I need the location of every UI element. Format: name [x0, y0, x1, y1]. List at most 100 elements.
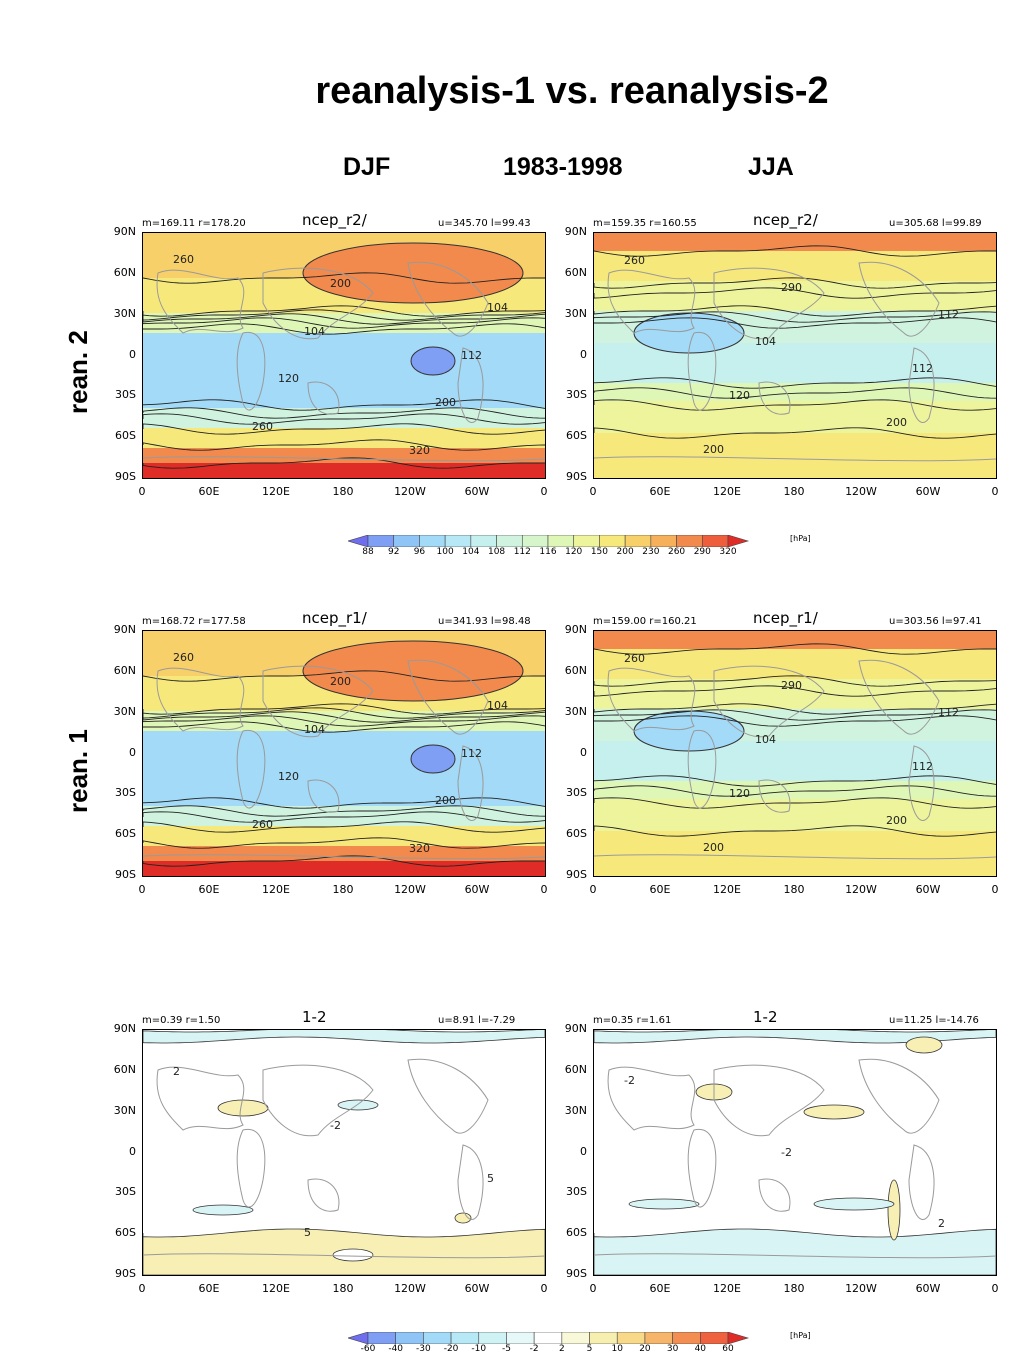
- panel-title: 1-2: [302, 1008, 327, 1026]
- colorbar-tick-label: 200: [616, 547, 634, 557]
- lat-tick-label: 30S: [566, 1185, 587, 1199]
- map-plot: 260 290 112 104 112 120 200 200: [593, 232, 997, 479]
- lat-tick-label: 30N: [564, 306, 587, 320]
- lat-tick-label: 90N: [113, 1022, 136, 1035]
- lon-tick-label: 120W: [394, 485, 426, 498]
- lat-tick-label: 0: [580, 347, 587, 361]
- contour-label: 200: [435, 794, 456, 807]
- colorbar-tick-label: 100: [436, 547, 454, 557]
- lon-tick-label: 180: [783, 883, 805, 896]
- lat-tick-label: 60N: [564, 265, 587, 279]
- lon-tick-label: 60W: [915, 1282, 941, 1295]
- lon-tick-label: 60E: [649, 883, 671, 896]
- contour-label: 112: [912, 760, 933, 773]
- stats-right: u=8.91 l=-7.29: [438, 1015, 516, 1026]
- map-plot: 260 200 104 104 112 120 200 260 320: [142, 630, 546, 877]
- stats-left: m=159.00 r=160.21: [593, 616, 697, 627]
- lon-tick-label: 0: [991, 1282, 999, 1295]
- contour-label: 112: [912, 362, 933, 375]
- header-period: 1983-1998: [503, 153, 623, 181]
- lon-tick-label: 60W: [464, 485, 490, 498]
- lon-tick-label: 0: [540, 1282, 548, 1295]
- lat-tick-label: 60N: [113, 663, 136, 677]
- lon-tick-label: 0: [991, 485, 999, 498]
- lon-tick-label: 120E: [262, 485, 290, 498]
- lat-tick-label: 30N: [564, 704, 587, 718]
- lon-tick-label: 120W: [845, 883, 877, 896]
- lat-tick-label: 0: [580, 745, 587, 759]
- coastline: [143, 261, 545, 462]
- panel-title: 1-2: [753, 1008, 778, 1026]
- colorbar-tick-label: -10: [471, 1344, 487, 1354]
- lon-tick-label: 0: [138, 883, 146, 896]
- panel-title: ncep_r1/: [753, 609, 818, 627]
- contour-label: 104: [487, 301, 508, 314]
- contour-label: 200: [330, 277, 351, 290]
- stats-left: m=169.11 r=178.20: [142, 218, 246, 229]
- contour-label: 112: [938, 308, 959, 321]
- lat-tick-label: 30N: [564, 1103, 587, 1117]
- lat-tick-label: 30S: [115, 388, 136, 402]
- lat-tick-label: 60S: [566, 827, 587, 841]
- coastline: [594, 261, 996, 462]
- lon-tick-label: 60W: [464, 1282, 490, 1295]
- stats-right: u=345.70 l=99.43: [438, 218, 531, 229]
- lon-tick-label: 120W: [394, 1282, 426, 1295]
- contour-label: 320: [409, 444, 430, 457]
- lat-tick-label: 60N: [113, 265, 136, 279]
- lat-tick-label: 0: [129, 1144, 136, 1158]
- lat-tick-label: 60N: [564, 663, 587, 677]
- contour-label: 260: [173, 651, 194, 664]
- colorbar-tick-label: 2: [558, 1344, 565, 1354]
- colorbar-unit: [hPa]: [790, 1331, 811, 1340]
- colorbar-tick-label: 60: [722, 1344, 734, 1354]
- stats-left: m=159.35 r=160.55: [593, 218, 697, 229]
- header-djf: DJF: [343, 153, 391, 181]
- contour-label: 200: [435, 396, 456, 409]
- contour-label: 260: [173, 253, 194, 266]
- coastline: [143, 659, 545, 860]
- colorbar-tick-label: 112: [513, 547, 531, 557]
- contour-label: 2: [173, 1065, 180, 1078]
- contour-label: 5: [487, 1172, 494, 1185]
- colorbar-tick-label: 40: [694, 1344, 707, 1354]
- map-plot: 260 290 112 104 112 120 200 200: [593, 630, 997, 877]
- lat-tick-label: 90S: [566, 470, 587, 483]
- contour-label: 200: [703, 841, 724, 854]
- lon-tick-label: 60W: [915, 485, 941, 498]
- lat-tick-label: 60S: [566, 1226, 587, 1240]
- colorbar-tick-label: 92: [387, 547, 400, 557]
- contour-label: 290: [781, 281, 802, 294]
- lat-tick-label: 90N: [564, 1022, 587, 1035]
- contour-label: 320: [409, 842, 430, 855]
- stats-right: u=11.25 l=-14.76: [889, 1015, 979, 1026]
- lat-tick-label: 90S: [115, 470, 136, 483]
- lon-tick-label: 0: [991, 883, 999, 896]
- lat-tick-label: 90S: [566, 1267, 587, 1280]
- contour-label: 260: [624, 254, 645, 267]
- coastline: [594, 1058, 996, 1259]
- panel-title: ncep_r2/: [302, 211, 367, 229]
- lon-tick-label: 120E: [713, 1282, 741, 1295]
- lon-tick-label: 0: [138, 485, 146, 498]
- map-plot: 2 -2 5 5: [142, 1029, 546, 1276]
- lon-tick-label: 0: [589, 1282, 597, 1295]
- colorbar-tick-label: 108: [487, 547, 506, 557]
- panel-title: ncep_r2/: [753, 211, 818, 229]
- lat-tick-label: 60S: [566, 429, 587, 443]
- contour-label: 104: [304, 325, 325, 338]
- colorbar-tick-label: 120: [565, 547, 583, 557]
- stats-right: u=303.56 l=97.41: [889, 616, 982, 627]
- colorbar-tick-label: 116: [539, 547, 557, 557]
- lon-tick-label: 180: [332, 883, 354, 896]
- colorbar-tick-label: -5: [501, 1344, 511, 1354]
- panel-title: ncep_r1/: [302, 609, 367, 627]
- lat-tick-label: 30S: [115, 1185, 136, 1199]
- lon-tick-label: 60E: [649, 1282, 671, 1295]
- row-label-rean2: rean. 2: [63, 330, 93, 414]
- colorbar-top: 88 92 96 100 104 108 112 116 120 150 200 230 260 290 3…: [346, 534, 811, 557]
- contour-label: 112: [461, 747, 482, 760]
- lat-tick-label: 30N: [113, 306, 136, 320]
- lat-tick-label: 60S: [115, 1226, 136, 1240]
- lon-tick-label: 60E: [649, 485, 671, 498]
